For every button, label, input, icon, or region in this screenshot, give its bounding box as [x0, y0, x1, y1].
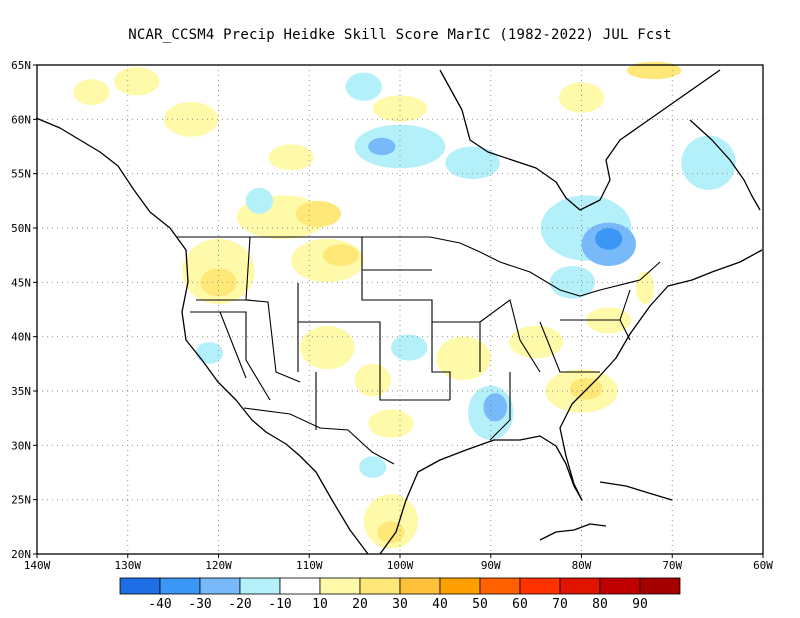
colorbar-swatch	[559, 577, 601, 595]
skill-region	[483, 393, 508, 422]
colorbar-swatch	[479, 577, 521, 595]
colorbar-label: 20	[352, 597, 368, 612]
lat-tick-label: 20N	[11, 548, 31, 561]
us-mexico-border	[243, 407, 395, 465]
us-canada-border	[176, 236, 661, 297]
coastline-cuba	[599, 481, 673, 501]
colorbar-swatch	[599, 577, 641, 595]
colorbar-label: 60	[512, 597, 528, 612]
colorbar-label: 10	[312, 597, 328, 612]
lon-tick-label: 110W	[296, 559, 323, 572]
skill-region	[681, 135, 736, 190]
skill-region	[436, 336, 491, 381]
lon-tick-label: 100W	[387, 559, 414, 572]
lon-tick-label: 130W	[115, 559, 142, 572]
skill-region	[354, 124, 446, 169]
lat-tick-label: 25N	[11, 494, 31, 507]
coastlines	[35, 69, 763, 555]
lon-tick-label: 140W	[24, 559, 51, 572]
skill-region	[508, 325, 564, 359]
skill-regions	[73, 61, 736, 549]
colorbar-swatch	[359, 577, 401, 595]
lon-tick-label: 120W	[205, 559, 232, 572]
coastline-west	[35, 117, 369, 555]
colorbar-label: 70	[552, 597, 568, 612]
skill-region	[595, 228, 623, 250]
coastline-yucatan	[539, 523, 607, 541]
gridlines	[37, 65, 763, 554]
lat-tick-label: 30N	[11, 439, 31, 452]
skill-region	[164, 101, 219, 137]
skill-region	[245, 187, 273, 214]
skill-region	[569, 377, 603, 400]
skill-region	[195, 342, 224, 364]
skill-region	[268, 144, 314, 171]
skill-region	[359, 456, 387, 478]
colorbar-label: -20	[228, 597, 251, 612]
colorbar-swatch	[399, 577, 441, 595]
colorbar-label: -30	[188, 597, 211, 612]
lat-tick-label: 65N	[11, 59, 31, 72]
skill-region	[390, 334, 428, 361]
lon-tick-label: 60W	[753, 559, 773, 572]
skill-region	[445, 146, 500, 180]
skill-region	[345, 72, 382, 101]
lat-tick-label: 55N	[11, 168, 31, 181]
state-lines	[190, 236, 631, 441]
colorbar-swatch	[639, 577, 681, 595]
colorbar-label: 80	[592, 597, 608, 612]
colorbar-swatch	[439, 577, 481, 595]
lat-tick-label: 40N	[11, 331, 31, 344]
colorbar-swatch	[319, 577, 361, 595]
lon-tick-label: 70W	[662, 559, 682, 572]
skill-region	[372, 95, 428, 122]
coastline-labrador	[689, 119, 761, 211]
colorbar-label: 50	[472, 597, 488, 612]
colorbar: -40 -30 -20 -10 10 20 30 40 50 60 70 80 90	[119, 577, 681, 612]
skill-region	[73, 79, 110, 106]
colorbar-swatch	[159, 577, 201, 595]
colorbar-label: -10	[268, 597, 291, 612]
lat-tick-label: 35N	[11, 385, 31, 398]
lon-tick-label: 90W	[481, 559, 501, 572]
skill-region	[635, 271, 655, 305]
coastline-gulf	[379, 249, 763, 555]
colorbar-label: 90	[632, 597, 648, 612]
colorbar-swatch	[239, 577, 281, 595]
lat-tick-label: 50N	[11, 222, 31, 235]
state-borders	[176, 236, 661, 465]
colorbar-swatch	[119, 577, 161, 595]
lat-tick-label: 45N	[11, 276, 31, 289]
skill-region	[368, 409, 414, 438]
coastline-hudson	[439, 69, 721, 211]
skill-region	[368, 137, 396, 156]
skill-region	[558, 82, 605, 113]
skill-region	[354, 363, 391, 397]
skill-region	[114, 67, 160, 96]
skill-region	[322, 244, 360, 267]
colorbar-label: 30	[392, 597, 408, 612]
colorbar-swatch	[199, 577, 241, 595]
skill-region	[295, 200, 342, 227]
colorbar-label: 40	[432, 597, 448, 612]
skill-region	[200, 268, 237, 297]
colorbar-swatch	[279, 577, 321, 595]
skill-region	[300, 325, 355, 370]
colorbar-swatch	[519, 577, 561, 595]
colorbar-label: -40	[148, 597, 171, 612]
lon-tick-label: 80W	[572, 559, 592, 572]
chart-title: NCAR_CCSM4 Precip Heidke Skill Score Mar…	[128, 27, 672, 43]
lat-tick-label: 60N	[11, 113, 31, 126]
skill-region	[626, 61, 682, 80]
tick-labels: 140W 130W 120W 110W 100W 90W 80W 70W 60W 20N 25N 30…	[11, 59, 773, 572]
